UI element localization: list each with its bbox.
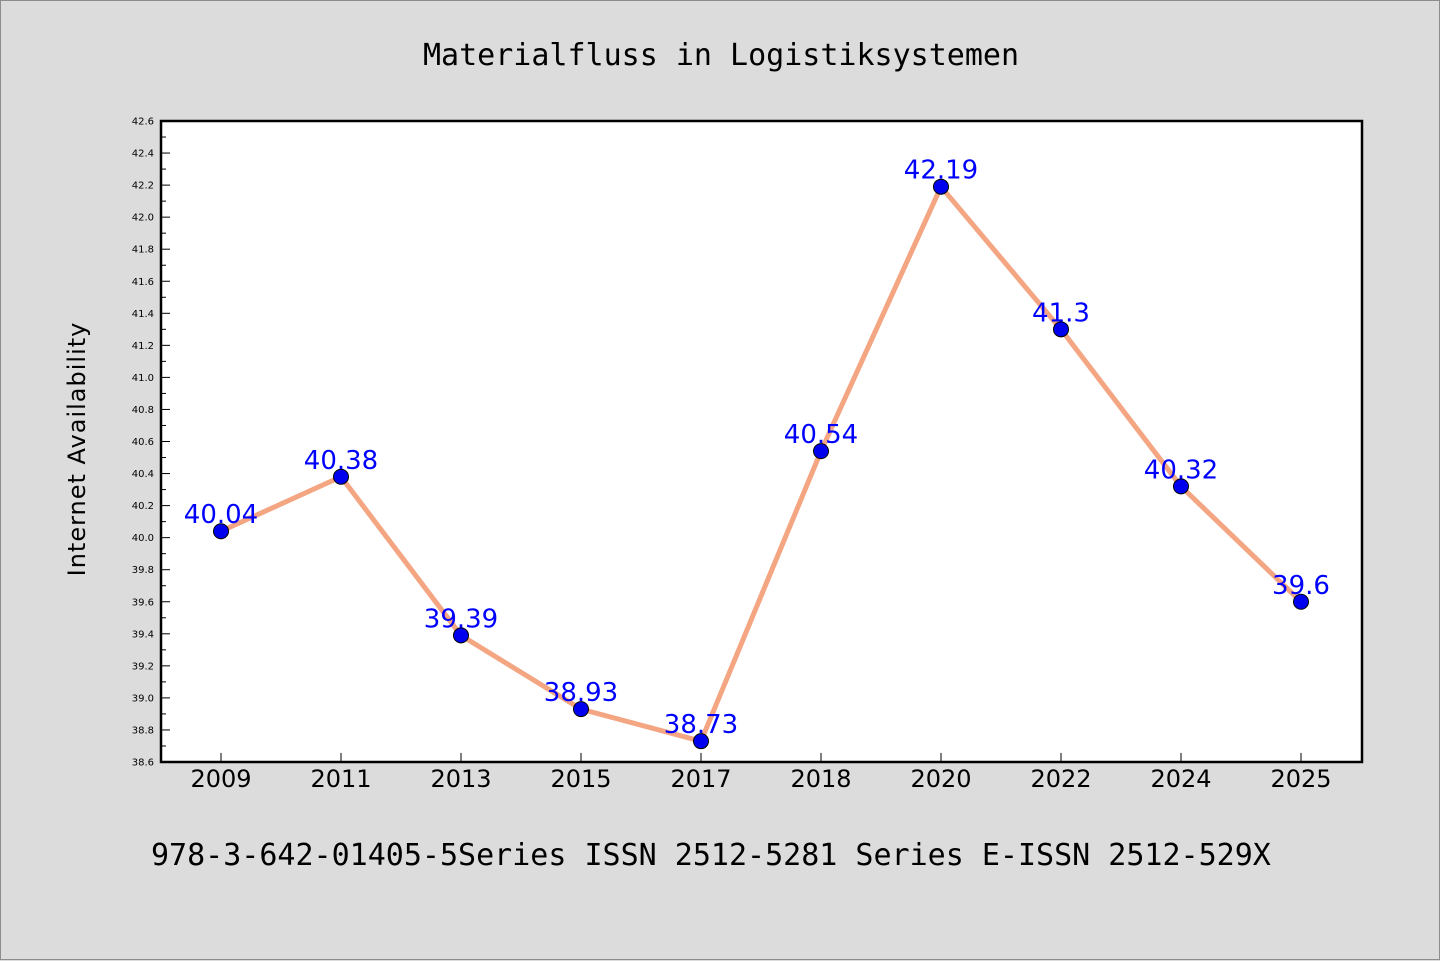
series-layer: 40.04 40.38 39.39 38.93 38.73 40.54 42.19 41.3 4… (184, 156, 1330, 750)
data-point (1173, 478, 1189, 495)
y-tick-label: 41.6 (132, 277, 154, 288)
data-label: 42.19 (904, 156, 978, 186)
x-axis: 2009 2011 2013 2015 2017 2018 2020 2022 2024 2025 (190, 753, 1332, 793)
data-point (333, 468, 349, 485)
x-tick-label: 2022 (1030, 765, 1091, 793)
y-tick-label: 42.2 (132, 181, 154, 192)
data-point (213, 523, 229, 540)
y-tick-label: 41.8 (132, 245, 154, 256)
y-tick-label: 39.8 (132, 565, 154, 576)
data-label: 38.73 (664, 710, 738, 740)
data-point (1293, 593, 1309, 610)
x-tick-label: 2013 (430, 765, 491, 793)
chart-title: Materialfluss in Logistiksystemen (423, 38, 1019, 73)
y-tick-label: 41.0 (132, 373, 154, 384)
y-tick-label: 40.0 (132, 533, 154, 544)
y-tick-label: 42.0 (132, 213, 154, 224)
data-label: 40.54 (784, 420, 858, 450)
data-point (453, 627, 469, 644)
data-point (693, 733, 709, 750)
y-tick-label: 40.2 (132, 501, 154, 512)
x-tick-label: 2020 (910, 765, 971, 793)
y-tick-label: 42.6 (132, 117, 154, 128)
y-tick-label: 39.2 (132, 661, 154, 672)
y-tick-label: 40.6 (132, 437, 154, 448)
data-point (573, 701, 589, 718)
data-label: 38.93 (544, 678, 618, 708)
y-tick-label: 40.4 (132, 469, 154, 480)
y-tick-label: 39.0 (132, 693, 154, 704)
data-label: 39.39 (424, 604, 498, 634)
x-tick-label: 2017 (670, 765, 731, 793)
x-tick-label: 2011 (310, 765, 371, 793)
footer-text: 978-3-642-01405-5Series ISSN 2512-5281 S… (151, 838, 1271, 873)
x-tick-label: 2009 (190, 765, 251, 793)
x-tick-label: 2024 (1150, 765, 1211, 793)
plot-area (159, 119, 1364, 764)
y-tick-label: 42.4 (132, 149, 154, 160)
y-tick-label: 41.2 (132, 341, 154, 352)
y-tick-label: 40.8 (132, 405, 154, 416)
data-point (933, 178, 949, 195)
series-line (218, 184, 1304, 744)
y-tick-label: 39.4 (132, 629, 154, 640)
y-axis: 38.6 38.8 39.0 39.2 39.4 39.6 39.8 40.0 40.2 40.4… (132, 117, 170, 769)
data-point (813, 443, 829, 460)
data-label: 40.32 (1144, 455, 1218, 485)
data-label: 40.38 (304, 446, 378, 476)
y-tick-label: 39.6 (132, 597, 154, 608)
y-axis-label: Internet Availability (63, 322, 91, 577)
data-label: 40.04 (184, 500, 258, 530)
y-tick-label: 38.6 (132, 758, 154, 769)
y-tick-label: 41.4 (132, 309, 154, 320)
x-tick-label: 2025 (1270, 765, 1331, 793)
y-tick-label: 38.8 (132, 725, 154, 736)
x-tick-label: 2018 (790, 765, 851, 793)
x-tick-label: 2015 (550, 765, 611, 793)
data-label: 41.3 (1032, 298, 1090, 328)
data-point (1053, 321, 1069, 338)
data-label: 39.6 (1272, 571, 1330, 601)
